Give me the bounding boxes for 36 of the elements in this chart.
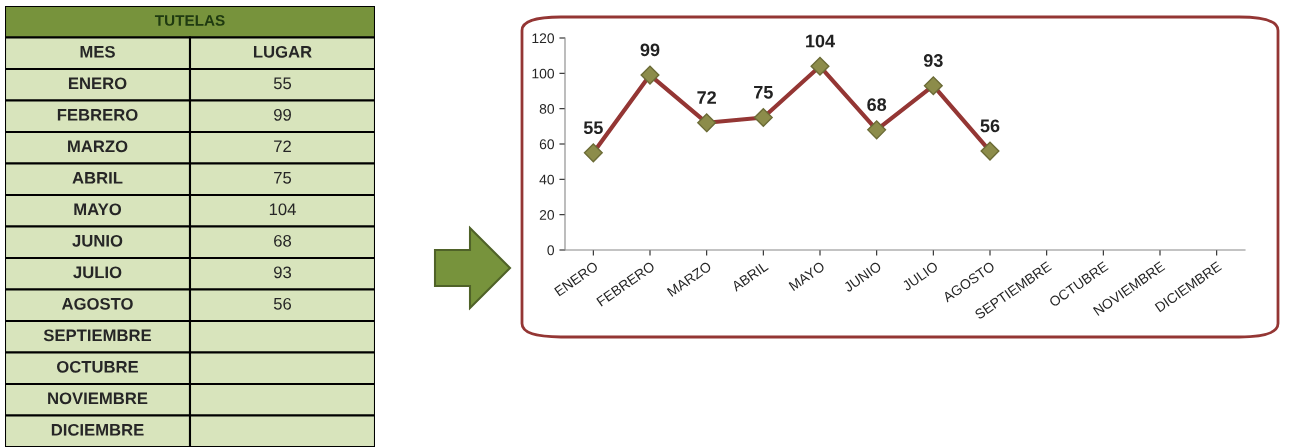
category-label: MARZO — [68, 140, 128, 153]
data-label: 99 — [640, 43, 660, 57]
data-label: 68 — [867, 98, 887, 112]
data-label: 56 — [980, 119, 1000, 133]
data-label: 55 — [583, 121, 603, 134]
data-label: 93 — [923, 54, 943, 67]
y-tick-label: 80 — [539, 104, 555, 114]
category-label: ENERO — [68, 77, 127, 90]
category-label: JUNIO — [72, 234, 123, 247]
category-label: SEPTIEMBRE — [43, 329, 152, 342]
text: MES — [80, 45, 115, 58]
y-tick-label: 120 — [532, 33, 555, 44]
data-label: 104 — [806, 34, 835, 48]
category-label: MAYO — [74, 203, 122, 216]
data-label: 104 — [269, 203, 296, 216]
data-label: 75 — [274, 172, 292, 184]
text: LUGAR — [253, 45, 312, 58]
data-label: 93 — [274, 266, 292, 279]
data-label: 72 — [274, 140, 291, 153]
text: TUTELAS — [154, 15, 225, 26]
y-tick-label: 100 — [532, 68, 555, 79]
y-tick-label: 40 — [539, 174, 555, 185]
data-label: 56 — [273, 297, 292, 310]
category-label: NOVIEMBRE — [48, 392, 148, 405]
data-label: 99 — [274, 108, 291, 121]
y-tick-label: 20 — [539, 210, 555, 220]
data-label: 75 — [754, 86, 773, 99]
y-tick-label: 0 — [547, 245, 555, 256]
data-label: 72 — [697, 91, 716, 104]
y-tick-label: 60 — [539, 139, 555, 150]
data-label: 55 — [273, 77, 292, 90]
category-label: ABRIL — [72, 172, 123, 184]
category-label: DICIEMBRE — [51, 423, 144, 436]
data-label: 68 — [274, 234, 292, 247]
category-label: OCTUBRE — [56, 360, 139, 373]
category-label: FEBRERO — [57, 108, 138, 121]
